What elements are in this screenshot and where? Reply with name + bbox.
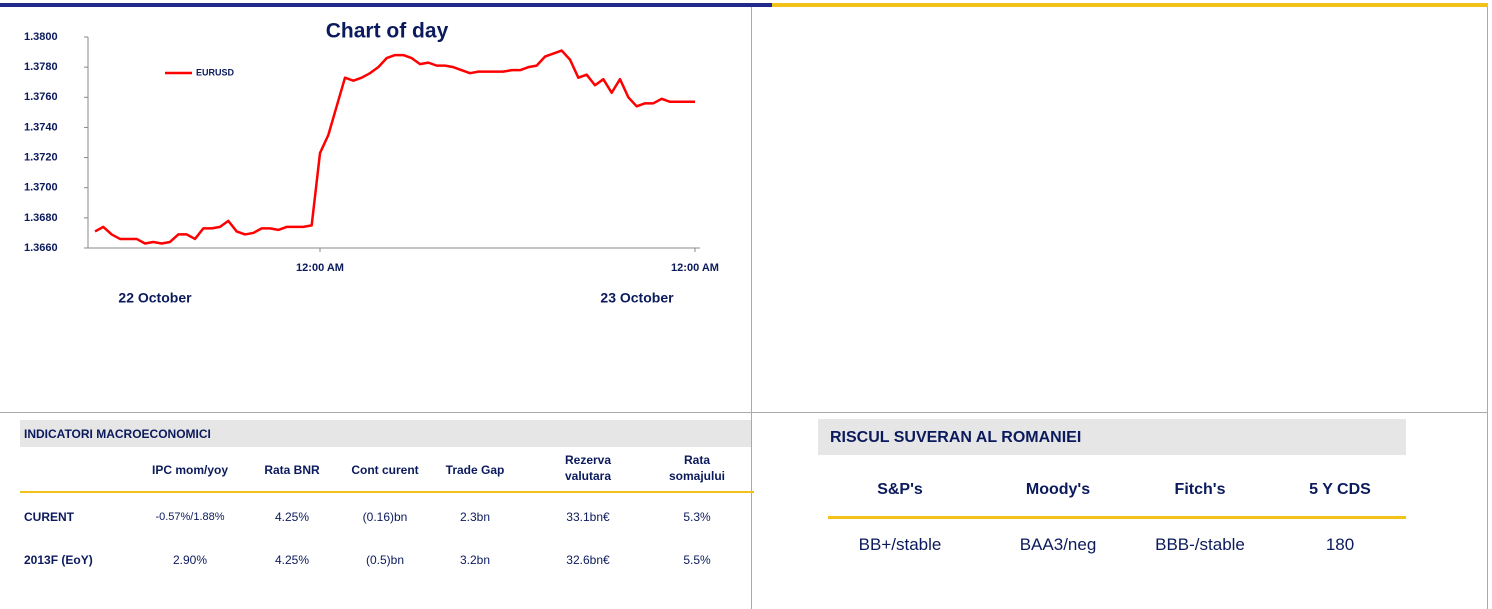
macro-cell: (0.5)bn bbox=[365, 553, 405, 567]
divider-v bbox=[751, 7, 752, 609]
risk-col-header: Fitch's bbox=[1174, 481, 1226, 498]
macro-title: INDICATORI MACROECONOMICI bbox=[24, 427, 211, 441]
risk-rule bbox=[828, 516, 1406, 519]
macro-cell: 2.90% bbox=[172, 553, 208, 567]
macro-cell: (0.16)bn bbox=[362, 510, 408, 524]
risk-col-header: 5 Y CDS bbox=[1309, 481, 1371, 498]
macro-col-header: IPC mom/yoy bbox=[151, 463, 229, 477]
macro-header-bar bbox=[20, 420, 751, 447]
risk-cell: BAA3/neg bbox=[1019, 535, 1097, 554]
macro-cell: 3.2bn bbox=[459, 553, 491, 567]
y-tick-label: 1.3780 bbox=[24, 61, 58, 73]
y-tick-label: 1.3760 bbox=[24, 91, 58, 103]
divider-right bbox=[1487, 7, 1488, 609]
y-tick-label: 1.3740 bbox=[24, 121, 58, 133]
risk-cell: 180 bbox=[1325, 535, 1355, 554]
macro-rule bbox=[20, 491, 754, 493]
macro-col-header: Rezerva valutara bbox=[564, 453, 612, 483]
macro-col-header: Cont curent bbox=[351, 463, 419, 477]
y-tick-label: 1.3660 bbox=[24, 242, 58, 254]
macro-cell: 5.5% bbox=[683, 553, 711, 567]
y-tick-label: 1.3800 bbox=[24, 31, 58, 43]
macro-row-label: CURENT bbox=[24, 510, 74, 524]
annotation: 23 October bbox=[600, 290, 674, 306]
annotation: 22 October bbox=[118, 290, 192, 306]
y-tick-label: 1.3680 bbox=[24, 212, 58, 224]
top-rule-blue bbox=[0, 3, 772, 7]
y-tick-label: 1.3720 bbox=[24, 151, 58, 163]
x-tick-label: 12:00 AM bbox=[671, 262, 719, 274]
risk-col-header: S&P's bbox=[877, 481, 923, 498]
chart: Chart of day 1.3660 1.3680 1.3700 1.3720 1.3… bbox=[24, 20, 719, 306]
macro-cell: 2.3bn bbox=[459, 510, 491, 524]
macro-cell: 33.1bn€ bbox=[566, 510, 610, 524]
risk-cell: BBB-/stable bbox=[1155, 535, 1245, 554]
macro-cell: 4.25% bbox=[274, 553, 310, 567]
x-tick-label: 12:00 AM bbox=[296, 262, 344, 274]
top-rule-yellow bbox=[772, 3, 1488, 7]
macro-col-header: Trade Gap bbox=[445, 463, 505, 477]
risk-col-header: Moody's bbox=[1025, 481, 1091, 498]
macro-cell: -0.57%/1.88% bbox=[155, 511, 225, 523]
risk-title: RISCUL SUVERAN AL ROMANIEI bbox=[830, 429, 1082, 446]
macro-row-label: 2013F (EoY) bbox=[24, 553, 93, 567]
macro-col-header: Rata BNR bbox=[264, 463, 320, 477]
risk-header-bar bbox=[818, 419, 1406, 455]
macro-cell: 5.3% bbox=[683, 510, 711, 524]
macro-cell: 32.6bn€ bbox=[566, 553, 610, 567]
divider-h bbox=[0, 412, 1488, 413]
chart-title: Chart of day bbox=[326, 20, 449, 43]
macro-col-header: Rata somajului bbox=[668, 453, 725, 483]
macro-cell: 4.25% bbox=[274, 510, 310, 524]
y-tick-label: 1.3700 bbox=[24, 182, 58, 194]
risk-cell: BB+/stable bbox=[858, 535, 942, 554]
legend-label: EURUSD bbox=[196, 67, 235, 77]
series-line bbox=[94, 49, 695, 245]
